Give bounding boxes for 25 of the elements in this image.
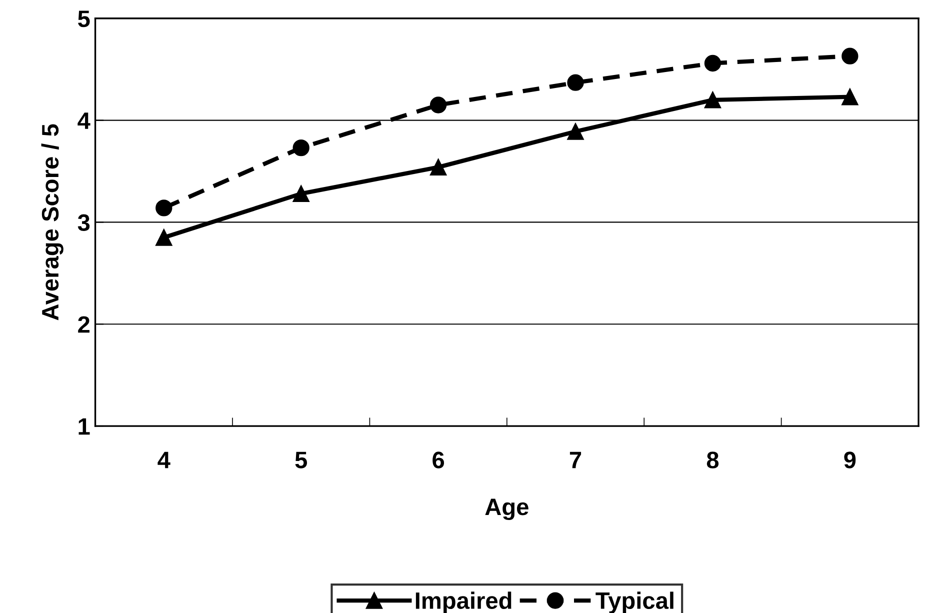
point — [567, 123, 584, 140]
y-tick-label: 2 — [78, 316, 90, 333]
point — [704, 54, 722, 72]
point — [842, 88, 858, 106]
point — [430, 158, 447, 176]
y-tick-label: 5 — [78, 10, 90, 28]
y-tick-label: 1 — [78, 418, 90, 435]
x-axis-title: Age — [485, 498, 528, 520]
y-tick-label: 3 — [78, 214, 90, 232]
x-tick-label: 6 — [432, 452, 444, 468]
x-tick-label: 9 — [844, 452, 856, 468]
point — [430, 96, 447, 114]
point — [704, 92, 722, 108]
x-tick-label: 5 — [295, 452, 307, 468]
x-tick-label: 4 — [158, 452, 170, 468]
point — [842, 48, 858, 64]
point — [292, 139, 310, 156]
point — [292, 185, 310, 202]
point — [156, 200, 172, 216]
point — [567, 74, 584, 91]
x-tick-label: 8 — [706, 452, 719, 468]
y-tick-label: 4 — [78, 112, 90, 129]
y-axis-title: Average Score / 5 — [41, 124, 64, 320]
point — [156, 229, 172, 246]
x-tick-label: 7 — [570, 452, 582, 468]
